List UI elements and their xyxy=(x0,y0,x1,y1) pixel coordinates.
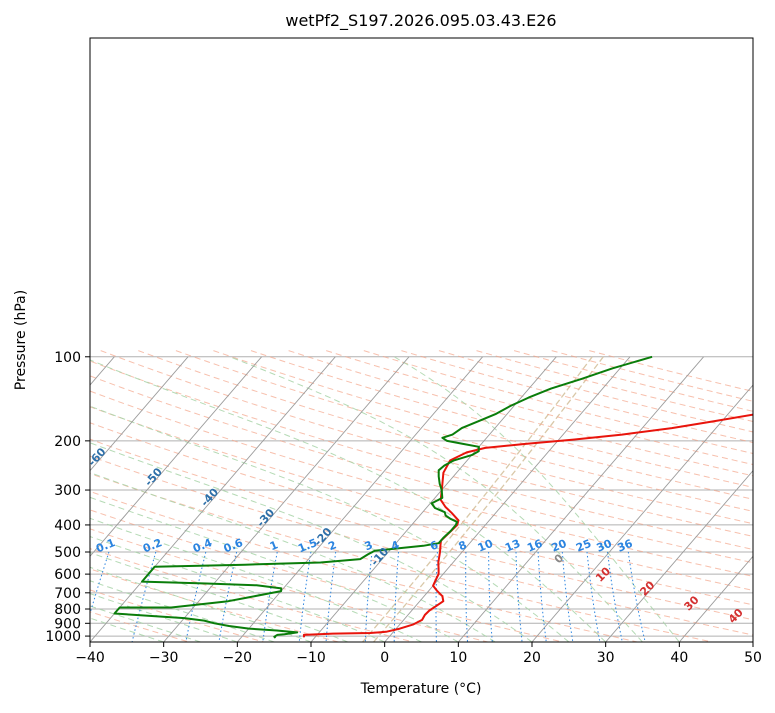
y-tick-label: 200 xyxy=(54,434,81,450)
y-tick-label: 100 xyxy=(54,350,81,366)
y-tick-label: 400 xyxy=(54,518,81,534)
chart-title: wetPf2_S197.2026.095.03.43.E26 xyxy=(285,11,556,31)
x-tick-label: 0 xyxy=(380,650,389,666)
y-tick-label: 300 xyxy=(54,483,81,499)
x-tick-label: 50 xyxy=(744,650,762,666)
y-tick-label: 600 xyxy=(54,567,81,583)
x-tick-label: −40 xyxy=(75,650,105,666)
y-tick-label: 500 xyxy=(54,545,81,561)
x-tick-label: 30 xyxy=(597,650,615,666)
x-tick-label: −10 xyxy=(296,650,326,666)
x-tick-label: 40 xyxy=(670,650,688,666)
y-tick-label: 1000 xyxy=(45,629,81,645)
y-tick-label: 700 xyxy=(54,586,81,602)
x-tick-label: 20 xyxy=(523,650,541,666)
y-axis-label: Pressure (hPa) xyxy=(13,290,29,390)
x-tick-label: −30 xyxy=(149,650,179,666)
x-tick-label: 10 xyxy=(449,650,467,666)
x-axis-label: Temperature (°C) xyxy=(360,681,482,697)
x-tick-label: −20 xyxy=(223,650,253,666)
